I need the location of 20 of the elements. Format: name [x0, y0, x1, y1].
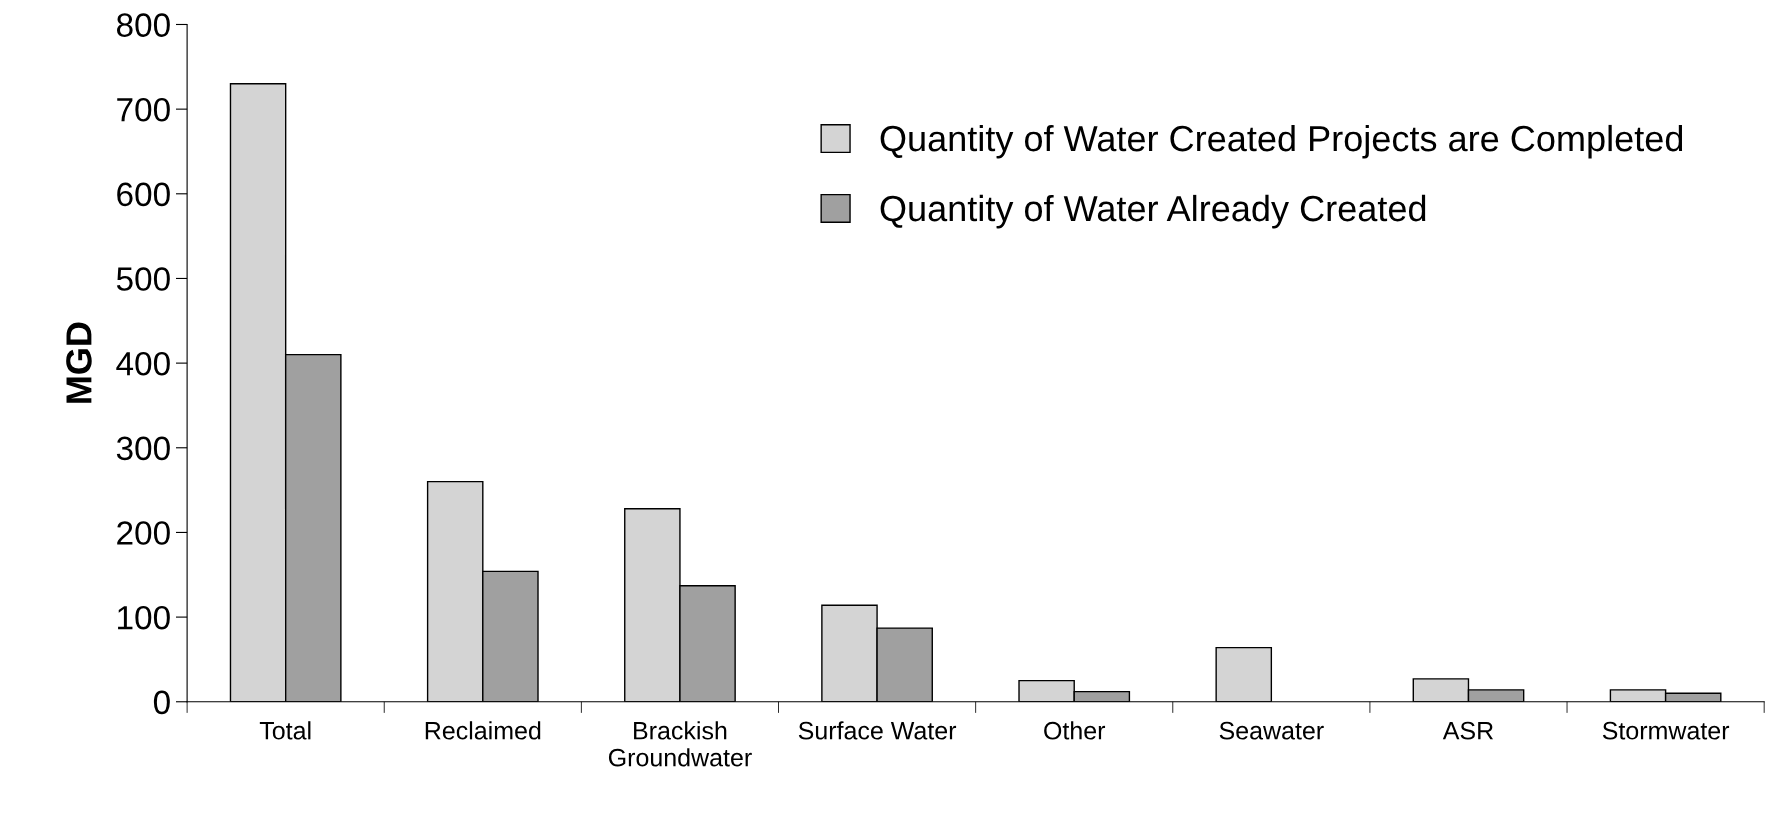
y-tick-label: 800: [116, 13, 170, 37]
y-tick-label: 400: [116, 351, 170, 376]
x-tick-label: Surface Water: [798, 721, 957, 740]
legend-label: Quantity of Water Created Projects are Completed: [880, 124, 1683, 159]
x-tick-label: Stormwater: [1602, 721, 1730, 740]
y-tick-label: 700: [117, 97, 170, 122]
x-tick-label: Total: [259, 721, 311, 740]
y-axis-title: MGD: [66, 322, 92, 403]
x-tick-label: Seawater: [1219, 721, 1324, 740]
y-tick-label: 200: [117, 521, 170, 545]
y-tick-label: 500: [116, 267, 170, 291]
legend-label: Quantity of Water Already Created: [880, 194, 1426, 229]
x-tick-label: Reclaimed: [425, 721, 541, 740]
x-tick-label: ASR: [1442, 721, 1494, 740]
x-tick-label: Other: [1044, 721, 1106, 740]
x-tick-label: Brackish Groundwater: [608, 721, 752, 767]
y-tick-label: 100: [118, 605, 170, 630]
y-tick-label: 600: [117, 182, 170, 207]
y-tick-label: 0: [153, 690, 170, 715]
y-tick-label: 300: [116, 436, 170, 461]
